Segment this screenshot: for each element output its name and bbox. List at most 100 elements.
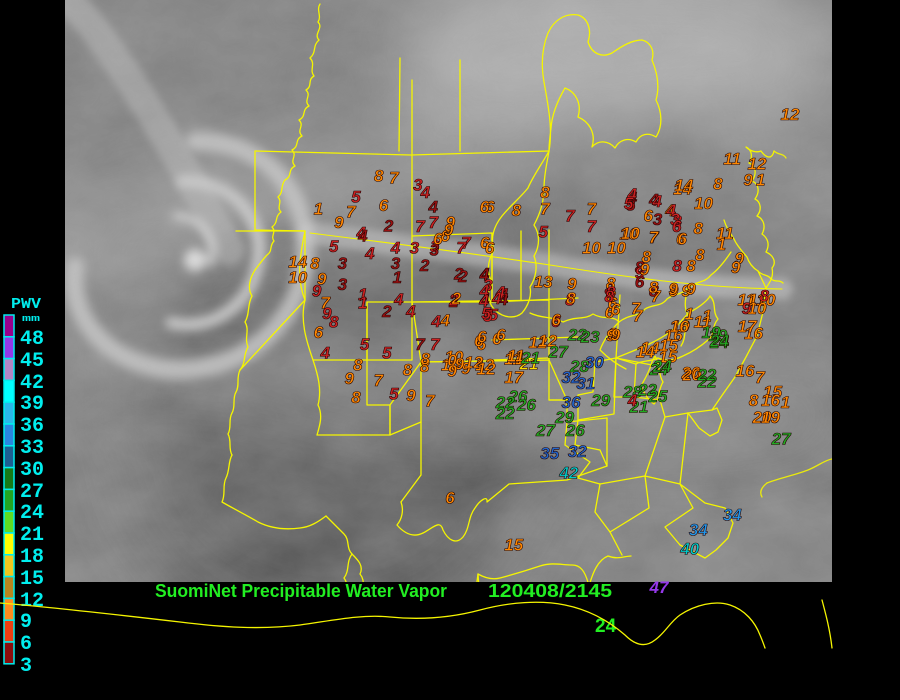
svg-text:2: 2	[419, 256, 430, 275]
svg-text:1: 1	[781, 393, 790, 412]
svg-text:7: 7	[346, 203, 357, 222]
svg-text:6: 6	[611, 300, 621, 319]
svg-text:6: 6	[496, 325, 506, 344]
svg-text:1: 1	[392, 268, 401, 287]
svg-text:4: 4	[319, 343, 330, 362]
svg-text:7: 7	[374, 371, 385, 390]
svg-text:5: 5	[538, 223, 548, 242]
svg-text:8: 8	[403, 361, 413, 380]
svg-text:8: 8	[672, 256, 682, 275]
svg-text:35: 35	[540, 444, 559, 463]
svg-text:8: 8	[695, 246, 705, 265]
svg-text:33: 33	[20, 437, 44, 460]
svg-text:3: 3	[338, 275, 348, 294]
svg-text:3: 3	[338, 254, 348, 273]
svg-text:13: 13	[534, 273, 553, 292]
svg-text:9: 9	[640, 260, 650, 279]
svg-text:8: 8	[713, 174, 723, 193]
svg-text:26: 26	[516, 395, 536, 414]
svg-text:5: 5	[360, 335, 370, 354]
svg-text:42: 42	[20, 372, 44, 395]
svg-text:24: 24	[709, 332, 729, 351]
svg-text:8: 8	[421, 349, 431, 368]
svg-text:6: 6	[485, 239, 495, 258]
svg-text:9: 9	[611, 325, 621, 344]
svg-text:9: 9	[344, 369, 354, 388]
svg-text:30: 30	[20, 459, 44, 482]
svg-text:12: 12	[781, 105, 800, 124]
svg-text:5: 5	[329, 237, 339, 256]
svg-text:39: 39	[20, 393, 44, 416]
svg-text:4: 4	[405, 302, 416, 321]
svg-text:120408/2145: 120408/2145	[488, 581, 612, 601]
svg-text:48: 48	[20, 328, 44, 351]
svg-text:8: 8	[512, 201, 522, 220]
svg-text:8: 8	[351, 388, 361, 407]
svg-text:7: 7	[425, 391, 436, 410]
svg-text:34: 34	[723, 506, 742, 525]
svg-text:3: 3	[430, 240, 440, 259]
svg-text:27: 27	[771, 429, 792, 448]
svg-text:26: 26	[565, 421, 585, 440]
svg-text:15: 15	[659, 336, 678, 355]
svg-text:7: 7	[565, 206, 576, 225]
svg-text:40: 40	[679, 540, 699, 559]
svg-text:4: 4	[364, 244, 375, 263]
svg-text:4: 4	[651, 192, 662, 211]
svg-text:2: 2	[451, 289, 462, 308]
svg-text:19: 19	[761, 408, 780, 427]
svg-text:21: 21	[20, 524, 44, 547]
svg-text:18: 18	[20, 546, 44, 569]
svg-text:7: 7	[587, 199, 598, 218]
svg-text:4: 4	[430, 312, 441, 331]
svg-text:PWV: PWV	[11, 296, 41, 313]
svg-text:23: 23	[580, 327, 600, 346]
svg-text:22: 22	[495, 404, 515, 423]
svg-text:7: 7	[389, 168, 400, 187]
svg-text:16: 16	[736, 361, 755, 380]
svg-text:12: 12	[477, 359, 496, 378]
svg-text:7: 7	[649, 228, 660, 247]
svg-text:7: 7	[430, 335, 441, 354]
svg-text:9: 9	[668, 280, 678, 299]
svg-text:5: 5	[481, 304, 491, 323]
svg-text:16: 16	[670, 317, 689, 336]
svg-text:1: 1	[717, 235, 726, 254]
svg-text:2: 2	[383, 217, 394, 236]
svg-text:7: 7	[540, 199, 551, 218]
svg-text:25: 25	[648, 387, 668, 406]
svg-text:SuomiNet Precipitable Water Va: SuomiNet Precipitable Water Vapor	[155, 581, 447, 601]
svg-text:4: 4	[420, 183, 431, 202]
svg-text:34: 34	[689, 521, 708, 540]
svg-text:9: 9	[686, 280, 696, 299]
svg-text:6: 6	[379, 196, 389, 215]
svg-text:24: 24	[652, 357, 672, 376]
svg-text:8: 8	[693, 219, 703, 238]
svg-text:47: 47	[649, 578, 670, 597]
svg-text:10: 10	[694, 194, 713, 213]
svg-text:10: 10	[621, 224, 640, 243]
svg-text:8: 8	[329, 313, 339, 332]
svg-text:9: 9	[406, 386, 416, 405]
svg-text:17: 17	[738, 317, 758, 336]
svg-text:12: 12	[20, 590, 44, 613]
svg-text:11: 11	[723, 149, 741, 168]
svg-text:14: 14	[674, 176, 693, 195]
svg-text:3: 3	[20, 655, 32, 678]
svg-text:6: 6	[677, 230, 687, 249]
svg-text:27: 27	[535, 421, 556, 440]
svg-text:7: 7	[587, 217, 598, 236]
svg-text:5: 5	[382, 343, 392, 362]
svg-text:4: 4	[491, 289, 502, 308]
svg-text:5: 5	[624, 194, 634, 213]
svg-text:9: 9	[334, 213, 344, 232]
svg-text:8: 8	[649, 278, 659, 297]
svg-text:9: 9	[444, 221, 454, 240]
svg-text:24: 24	[20, 502, 44, 525]
svg-text:4: 4	[393, 290, 404, 309]
svg-text:4: 4	[439, 311, 450, 330]
svg-text:21: 21	[520, 349, 540, 368]
svg-text:3: 3	[653, 210, 663, 229]
svg-text:10: 10	[748, 299, 767, 318]
svg-text:42: 42	[558, 463, 578, 482]
